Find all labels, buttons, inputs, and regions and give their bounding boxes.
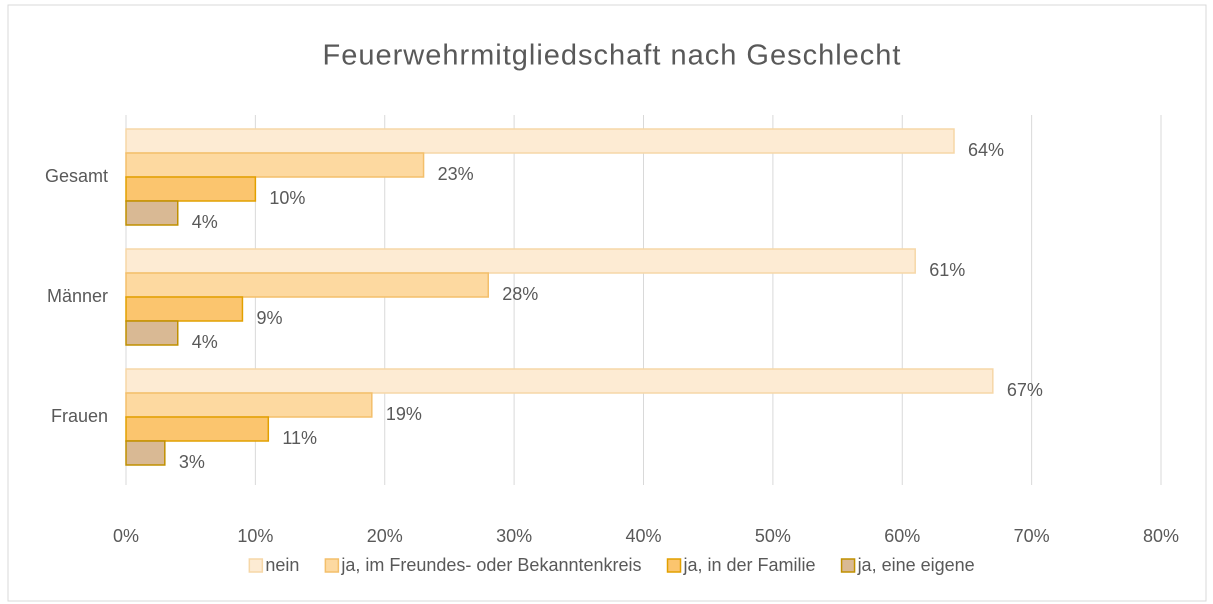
bar (125, 416, 270, 442)
x-tick-label: 50% (755, 526, 791, 546)
data-label: 28% (502, 284, 538, 304)
x-tick-label: 80% (1143, 526, 1179, 546)
chart-title: Feuerwehrmitgliedschaft nach Geschlecht (323, 40, 902, 72)
data-label: 9% (256, 308, 282, 328)
data-label: 61% (929, 260, 965, 280)
y-tick-label: Gesamt (45, 166, 108, 186)
bar (125, 128, 955, 154)
legend-label: ja, im Freundes- oder Bekanntenkreis (340, 555, 641, 575)
y-tick-label: Frauen (51, 406, 108, 426)
bar (125, 320, 179, 346)
bar (125, 392, 373, 418)
data-label: 10% (269, 188, 305, 208)
data-label: 11% (282, 428, 317, 448)
data-label: 67% (1007, 380, 1043, 400)
bar (125, 368, 994, 394)
bar (125, 296, 244, 322)
x-tick-label: 40% (625, 526, 661, 546)
legend-swatch (248, 558, 264, 573)
data-label: 23% (438, 164, 474, 184)
x-tick-label: 10% (237, 526, 273, 546)
bar (125, 200, 179, 226)
data-label: 64% (968, 140, 1004, 160)
bar (125, 272, 489, 298)
legend-label: ja, eine eigene (857, 555, 975, 575)
legend-label: ja, in der Familie (683, 555, 816, 575)
data-label: 3% (179, 452, 205, 472)
bar (125, 248, 916, 274)
y-tick-label: Männer (47, 286, 108, 306)
legend-swatch (840, 558, 856, 573)
legend-label: nein (265, 555, 299, 575)
x-tick-label: 30% (496, 526, 532, 546)
legend-swatch (666, 558, 682, 573)
x-tick-label: 60% (884, 526, 920, 546)
data-label: 4% (192, 332, 218, 352)
bar (125, 176, 257, 202)
data-label: 4% (192, 212, 218, 232)
x-tick-label: 70% (1014, 526, 1050, 546)
x-tick-label: 0% (113, 526, 139, 546)
data-label: 19% (386, 404, 422, 424)
bar (125, 440, 166, 466)
x-tick-label: 20% (367, 526, 403, 546)
bar (125, 152, 425, 178)
legend-swatch (324, 558, 340, 573)
